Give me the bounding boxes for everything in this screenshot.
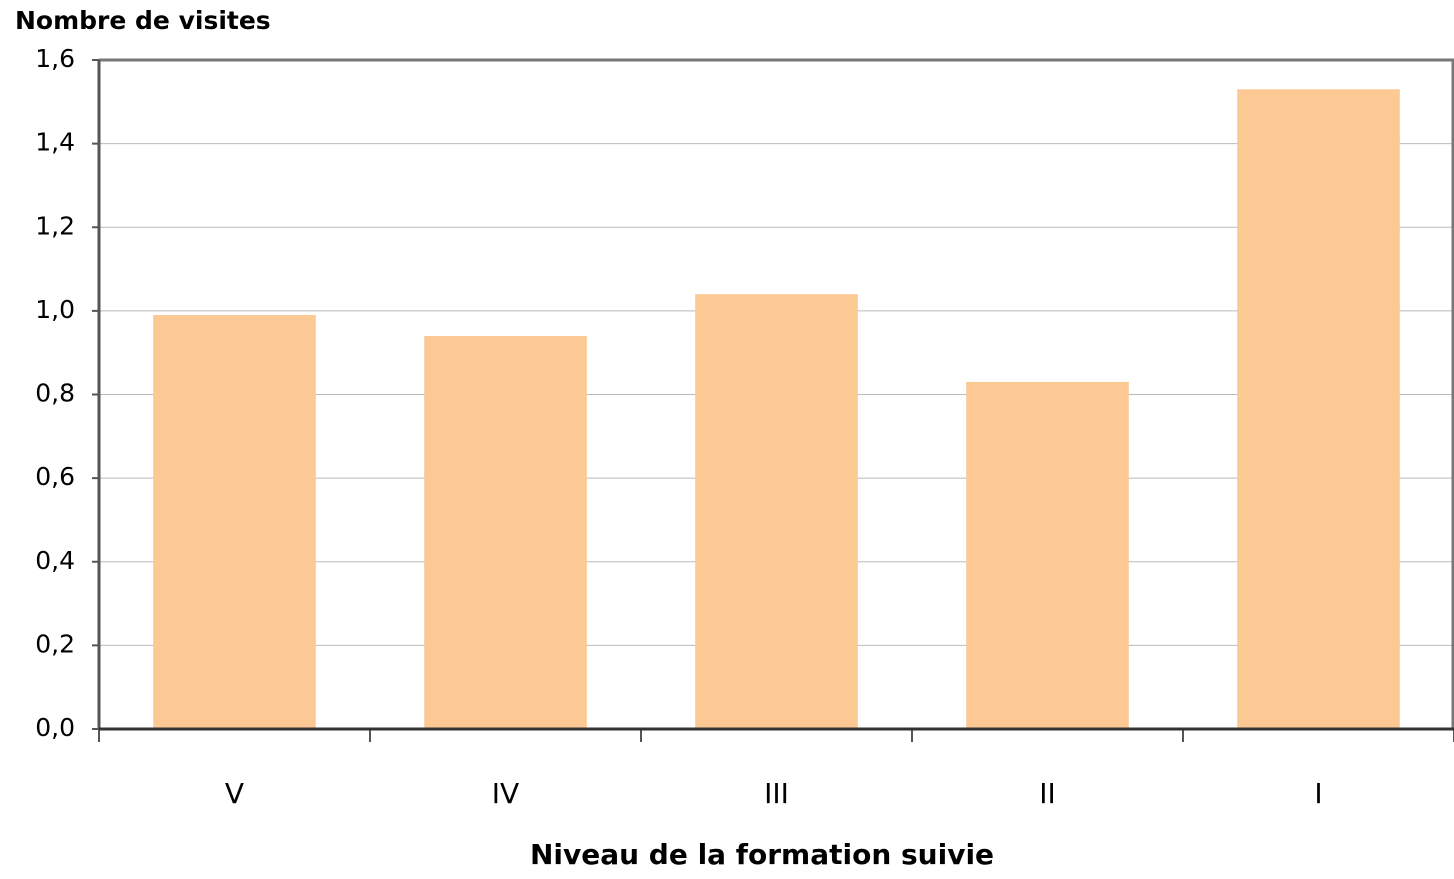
y-tick-label: 0,0 bbox=[35, 713, 75, 742]
y-tick-label: 1,6 bbox=[35, 44, 75, 73]
y-tick-label: 0,4 bbox=[35, 546, 75, 575]
x-tick-label: V bbox=[225, 777, 244, 810]
bar bbox=[966, 381, 1129, 729]
x-tick-label: III bbox=[764, 777, 789, 810]
y-tick-label: 0,8 bbox=[35, 379, 75, 408]
bar bbox=[424, 335, 587, 729]
x-axis-title: Niveau de la formation suivie bbox=[530, 838, 994, 871]
x-tick-label: II bbox=[1039, 777, 1056, 810]
bar bbox=[1237, 89, 1400, 730]
y-tick-label: 1,0 bbox=[35, 295, 75, 324]
bar bbox=[153, 315, 316, 729]
y-tick-label: 0,2 bbox=[35, 629, 75, 658]
y-tick-label: 1,2 bbox=[35, 211, 75, 240]
y-tick-label: 1,4 bbox=[35, 128, 75, 157]
x-tick-label: IV bbox=[492, 777, 519, 810]
x-tick-label: I bbox=[1314, 777, 1322, 810]
y-axis-title: Nombre de visites bbox=[15, 6, 271, 35]
bar bbox=[695, 294, 858, 729]
y-tick-label: 0,6 bbox=[35, 462, 75, 491]
